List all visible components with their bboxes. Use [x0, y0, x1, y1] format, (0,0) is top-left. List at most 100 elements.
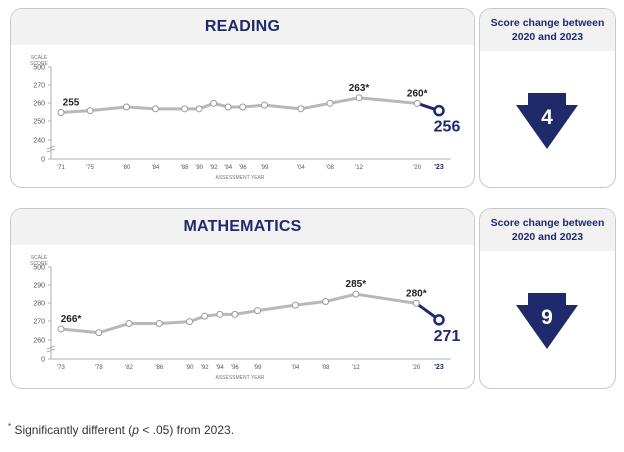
reading-change-graphic: 4: [516, 93, 578, 149]
reading-point-label: 260*: [407, 88, 428, 99]
reading-x-tick-label: '71: [57, 165, 65, 171]
math-x-tick-label: '12: [352, 365, 360, 371]
math-point-label: 271: [434, 328, 461, 345]
math-data-point: [412, 299, 420, 307]
reading-y-tick-label: 500: [33, 65, 45, 72]
math-point-label: 280*: [406, 288, 427, 299]
reading-data-point: [181, 105, 189, 113]
math-data-point: [352, 290, 360, 298]
math-data-point: [216, 310, 224, 318]
math-series-line: [60, 292, 417, 335]
math-change-header: Score change between 2020 and 2023: [480, 209, 615, 251]
math-y-tick-label: 270: [33, 319, 45, 326]
reading-x-tick-label: '04: [297, 165, 305, 171]
reading-y-axis-label-line: SCALE: [31, 55, 48, 61]
down-arrow-icon: [516, 293, 578, 349]
reading-x-tick-label: '92: [210, 165, 218, 171]
reading-y-tick-label: 270: [33, 83, 45, 90]
math-data-point: [155, 320, 163, 327]
math-x-tick-label: '82: [125, 365, 133, 371]
math-data-point: [57, 325, 65, 333]
reading-y-tick-label: 0: [41, 157, 45, 164]
math-y-axis-label-line: SCALE: [31, 255, 48, 261]
math-change-graphic: 9: [516, 293, 578, 349]
reading-x-tick-label: '20: [413, 165, 421, 171]
reading-data-point: [326, 99, 334, 107]
reading-data-point: [239, 103, 247, 111]
reading-x-tick-label: '94: [224, 165, 232, 171]
footnote-text-1: Significantly different (: [11, 423, 133, 437]
math-x-tick-label: '99: [254, 365, 262, 371]
down-arrow-icon: [516, 93, 578, 149]
math-x-tick-label: '78: [95, 365, 103, 371]
math-data-point: [322, 298, 330, 305]
footnote-star: *: [8, 422, 12, 431]
reading-data-point: [224, 103, 232, 111]
reading-x-tick-label: '23: [434, 164, 444, 171]
reading-data-point: [413, 99, 421, 107]
math-data-point: [433, 314, 445, 326]
math-x-tick-label: '23: [434, 364, 444, 371]
math-data-point: [254, 307, 262, 315]
math-header: MATHEMATICS: [11, 209, 474, 245]
reading-change-title: Score change between 2020 and 2023: [490, 17, 605, 43]
reading-data-point: [86, 107, 94, 115]
math-data-point: [291, 301, 299, 309]
reading-x-tick-label: '84: [152, 165, 160, 171]
math-change-value: 9: [541, 306, 553, 329]
reading-series-line: [60, 96, 418, 114]
reading-line-chart: SCALE SCORE 0 240 250 260 270 500 '71 '75 '80 '84 '8…: [30, 55, 461, 181]
math-data-point: [125, 320, 133, 327]
reading-data-point: [210, 99, 218, 107]
math-x-axis-label: ASSESSMENT YEAR: [216, 375, 265, 381]
math-y-axis-label-line: SCORE: [30, 261, 48, 267]
reading-data-point: [261, 101, 269, 109]
math-x-tick-label: '04: [291, 365, 299, 371]
reading-data-point: [355, 94, 363, 102]
math-x-tick-label: '86: [155, 365, 163, 371]
reading-data-point: [195, 105, 203, 113]
reading-change-value: 4: [541, 106, 553, 129]
math-data-point: [231, 310, 239, 318]
reading-x-tick-label: '08: [326, 165, 334, 171]
reading-chart-panel: READING SCALE SCORE 0 240 250 260 270 500 '71 '75…: [10, 8, 475, 188]
reading-x-tick-label: '12: [355, 165, 363, 171]
footnote-text-2: < .05) from 2023.: [138, 423, 235, 437]
reading-y-tick-label: 250: [33, 119, 45, 126]
reading-x-tick-label: '90: [195, 165, 203, 171]
reading-point-label: 263*: [349, 83, 370, 94]
math-x-tick-label: '92: [201, 365, 209, 371]
reading-x-axis-label: ASSESSMENT YEAR: [216, 175, 265, 181]
reading-y-axis-label: SCALE SCORE: [30, 55, 48, 67]
reading-x-tick-label: '96: [239, 165, 247, 171]
math-x-tick-label: '90: [186, 365, 194, 371]
reading-y-tick-label: 260: [33, 101, 45, 108]
reading-x-tick-label: '88: [181, 165, 189, 171]
reading-y-axis-label-line: SCORE: [30, 61, 48, 67]
math-title: MATHEMATICS: [183, 218, 302, 235]
math-point-label: 266*: [61, 314, 82, 325]
reading-point-label: 256: [434, 119, 461, 136]
math-x-tick-label: '08: [322, 365, 330, 371]
math-y-tick-label: 290: [33, 283, 45, 290]
reading-x-tick-label: '80: [123, 165, 131, 171]
reading-data-point: [297, 105, 305, 113]
reading-title: READING: [204, 18, 281, 35]
reading-data-point: [122, 103, 130, 111]
math-y-tick-label: 260: [33, 338, 45, 345]
math-data-point: [201, 312, 209, 320]
math-point-label: 285*: [346, 279, 367, 290]
reading-header: READING: [11, 9, 474, 45]
math-line-chart: SCALE SCORE 0 260 270 280 290 500 '73 '78 '82 '86 '9…: [30, 255, 461, 381]
math-x-tick-label: '73: [57, 365, 65, 371]
math-axis-break: [46, 345, 56, 353]
reading-change-panel: Score change between 2020 and 2023 4: [479, 8, 616, 188]
math-data-point: [186, 318, 194, 326]
reading-axis-break: [46, 145, 56, 153]
math-y-axis-label: SCALE SCORE: [30, 255, 48, 267]
reading-data-point: [57, 109, 65, 116]
reading-change-header: Score change between 2020 and 2023: [480, 9, 615, 51]
reading-y-tick-label: 240: [33, 138, 45, 145]
reading-point-label: 255: [63, 98, 80, 109]
reading-x-tick-label: '99: [261, 165, 269, 171]
